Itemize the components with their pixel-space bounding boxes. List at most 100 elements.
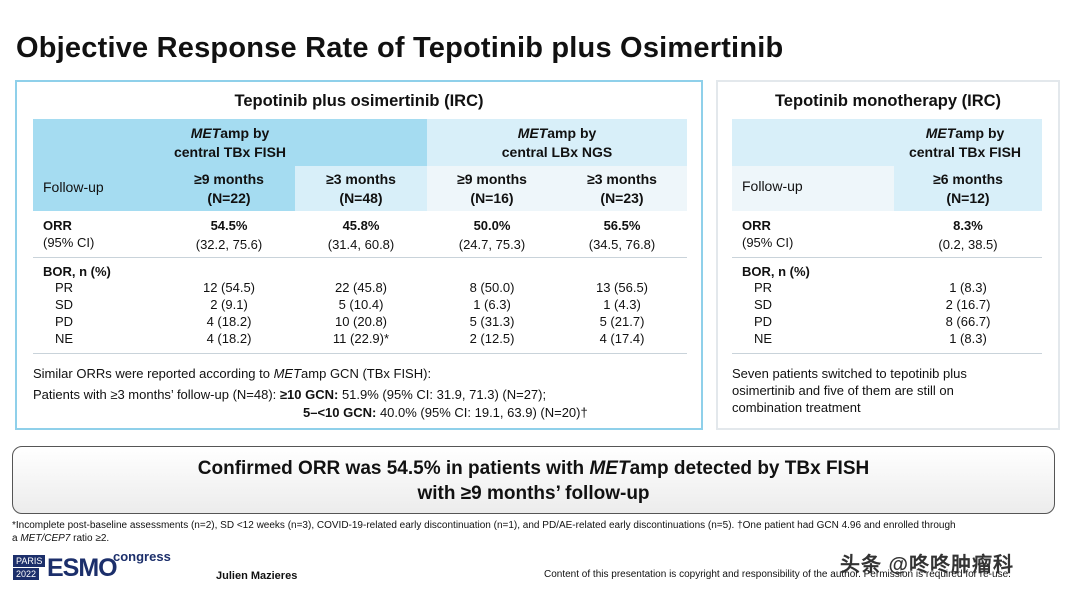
banner-italic: MET [589,458,630,479]
logo-year: 2022 [13,568,40,580]
col-header-2: ≥3 months (N=48) [295,170,427,208]
bor-cell: 2 (9.1) [210,297,248,312]
mono-ci-label: (95% CI) [742,235,794,250]
group1-header-line2: central TBx FISH [173,144,287,160]
followup-fill-2 [295,166,427,211]
presenter-name: Julien Mazieres [216,570,298,582]
mono-notes-divider [732,353,1042,354]
note2-bold: ≥10 GCN: [279,387,339,402]
banner-line1: Confirmed ORR was 54.5% in patients with… [13,456,1054,481]
ci-value-4: (34.5, 76.8) [588,237,656,252]
group2-header: METamp by central LBx NGS [427,124,687,162]
mono-group-header: METamp by central TBx FISH [868,124,1062,162]
logo-city: PARIS [13,555,46,567]
bor-cell: 1 (6.3) [473,297,511,312]
left-panel: Tepotinib plus osimertinib (IRC) METamp … [15,80,703,430]
copyright-notice: Content of this presentation is copyrigh… [544,569,1011,580]
watermark: 头条 @咚咚肿瘤科 [840,554,1015,576]
bor-row-label: PD [55,314,74,329]
col4-n: (N=23) [600,190,644,206]
note3-bold: 5–<10 GCN: [303,405,377,420]
orr-value-3: 50.0% [473,218,511,233]
mono-header-fill [732,119,1042,166]
bor-cell: 8 (50.0) [469,280,515,295]
bor-cell: 4 (17.4) [599,331,645,346]
banner-line2: with ≥9 months’ follow-up [417,483,650,504]
footnote-line1: *Incomplete post-baseline assessments (n… [12,520,956,531]
conclusion-banner: Confirmed ORR was 54.5% in patients with… [12,446,1055,514]
note1-prefix: Similar ORRs were reported according to [33,366,274,381]
bor-label: BOR, n (%) [43,264,111,279]
footnote-prefix: a [12,533,21,544]
bor-cell: 5 (21.7) [599,314,645,329]
mono-bor-row-label: SD [754,297,773,312]
bor-cell: 5 (31.3) [469,314,515,329]
mono-group-italic: MET [925,125,956,141]
mono-bor-row-label: PR [754,280,773,295]
ci-value-1: (32.2, 75.6) [195,237,263,252]
bor-cell: 12 (54.5) [202,280,256,295]
orr-label: ORR [43,218,72,233]
mono-orr-label: ORR [742,218,771,233]
banner-suffix: amp detected by TBx FISH [629,458,870,479]
footnote-suffix: ratio ≥2. [70,533,110,544]
orr-value-1: 54.5% [210,218,248,233]
row-divider [33,257,687,258]
right-panel: Tepotinib monotherapy (IRC) METamp by ce… [716,80,1060,430]
mono-col-header: ≥6 months (N=12) [894,170,1042,208]
group2-header-rest: amp by [547,125,597,141]
footnote-italic: MET/CEP7 [20,533,71,544]
bor-cell: 10 (20.8) [334,314,388,329]
mono-note-line: combination treatment [732,400,861,415]
group2-header-fill [427,119,687,166]
right-panel-title: Tepotinib monotherapy (IRC) [774,92,1002,110]
mono-bor-cell: 1 (8.3) [949,280,987,295]
footnote-line2: a MET/CEP7 ratio ≥2. [12,532,1072,545]
followup-fill-1 [33,166,295,211]
mono-bor-row-label: NE [754,331,773,346]
mono-col-fill [894,166,1042,211]
group1-header-fill [33,119,427,166]
mono-group-rest: amp by [955,125,1005,141]
footnote: *Incomplete post-baseline assessments (n… [12,519,1072,545]
mono-note-line: Seven patients switched to tepotinib plu… [732,366,967,381]
gcn-note-intro: Similar ORRs were reported according to … [33,365,431,382]
note3-rest: 40.0% (95% CI: 19.1, 63.9) (N=20)† [376,405,588,420]
mono-bor-cell: 8 (66.7) [945,314,991,329]
mono-group-line2: central TBx FISH [908,144,1022,160]
bor-row-label: NE [55,331,74,346]
notes-divider [33,353,687,354]
followup-label: Follow-up [43,179,104,195]
bor-row-label: PR [55,280,74,295]
gcn-note-high: Patients with ≥3 months’ follow-up (N=48… [33,386,546,403]
note2-rest: 51.9% (95% CI: 31.9, 71.3) (N=27); [338,387,547,402]
group2-header-italic: MET [517,125,548,141]
mono-orr-value: 8.3% [953,218,983,233]
bor-row-label: SD [55,297,74,312]
mono-bor-cell: 2 (16.7) [945,297,991,312]
followup-fill-3 [427,166,687,211]
slide-title: Objective Response Rate of Tepotinib plu… [16,32,784,64]
logo-congress: congress [113,549,171,564]
col2-months: ≥3 months [326,171,396,187]
orr-value-4: 56.5% [603,218,641,233]
bor-cell: 4 (18.2) [206,331,252,346]
col2-n: (N=48) [339,190,383,206]
orr-value-2: 45.8% [342,218,380,233]
col-header-3: ≥9 months (N=16) [427,170,557,208]
col3-n: (N=16) [470,190,514,206]
bor-cell: 13 (56.5) [595,280,649,295]
ci-value-3: (24.7, 75.3) [458,237,526,252]
gcn-note-mid: 5–<10 GCN: 40.0% (95% CI: 19.1, 63.9) (N… [303,404,588,421]
mono-bor-cell: 1 (8.3) [949,331,987,346]
bor-cell: 22 (45.8) [334,280,388,295]
mono-ci-value: (0.2, 38.5) [938,237,998,252]
mono-followup-label: Follow-up [742,178,803,194]
bor-cell: 4 (18.2) [206,314,252,329]
col4-months: ≥3 months [587,171,657,187]
mono-col-months: ≥6 months [933,171,1003,187]
col3-months: ≥9 months [457,171,527,187]
group1-header-rest: amp by [220,125,270,141]
bor-cell: 5 (10.4) [338,297,384,312]
note2-prefix: Patients with ≥3 months’ follow-up (N=48… [33,387,280,402]
